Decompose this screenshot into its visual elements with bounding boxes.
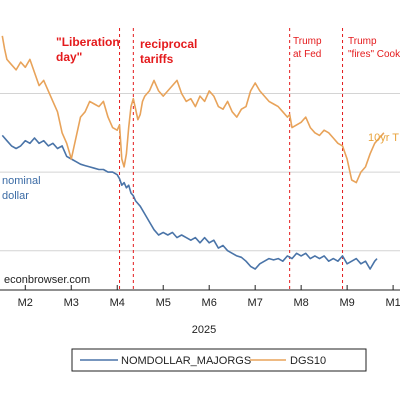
x-axis-year-label: 2025 — [192, 324, 216, 336]
x-tick-label-7: M9 — [339, 297, 354, 309]
series-label-nominal-dollar-line2: dollar — [2, 190, 29, 202]
annotation-trump-at-fed-line2: at Fed — [293, 49, 321, 60]
x-tick-label-6: M8 — [294, 297, 309, 309]
annotation-liberation-day-line1: "Liberation — [56, 35, 120, 49]
annotation-trump-fires-cook-line2: "fires" Cook — [348, 49, 400, 60]
annotation-trump-fires-cook-line1: Trump — [348, 36, 377, 47]
legend-box — [71, 348, 367, 372]
legend: NOMDOLLAR_MAJORGS DGS10 — [71, 348, 367, 372]
legend-label-dgs10: DGS10 — [290, 355, 326, 367]
x-tick-label-3: M5 — [156, 297, 171, 309]
x-tick-label-8: M1 — [385, 297, 400, 309]
x-axis: M2 M3 M4 M5 M6 M7 M8 M9 M1 — [0, 285, 400, 309]
x-tick-label-2: M4 — [110, 297, 125, 309]
x-tick-label-1: M3 — [64, 297, 79, 309]
annotation-reciprocal-tariffs-line2: tariffs — [140, 52, 174, 66]
x-tick-label-5: M7 — [248, 297, 263, 309]
series-label-nominal-dollar-line1: nominal — [2, 175, 41, 187]
series-line-nomdollar-majorgs — [1, 134, 378, 270]
series-label-10yr-t: 10yr T — [368, 132, 399, 144]
x-tick-label-4: M6 — [202, 297, 217, 309]
legend-label-nomdollar: NOMDOLLAR_MAJORGS — [121, 355, 251, 367]
annotation-trump-at-fed-line1: Trump — [293, 36, 322, 47]
annotation-reciprocal-tariffs-line1: reciprocal — [140, 37, 197, 51]
series-line-dgs10 — [1, 35, 385, 184]
event-lines — [119, 28, 344, 290]
x-tick-label-0: M2 — [18, 297, 33, 309]
annotations: "Liberation day" reciprocal tariffs Trum… — [2, 35, 400, 286]
series-lines — [1, 35, 385, 270]
annotation-liberation-day-line2: day" — [56, 50, 82, 64]
source-text: econbrowser.com — [4, 274, 90, 286]
gridlines — [0, 93, 400, 252]
